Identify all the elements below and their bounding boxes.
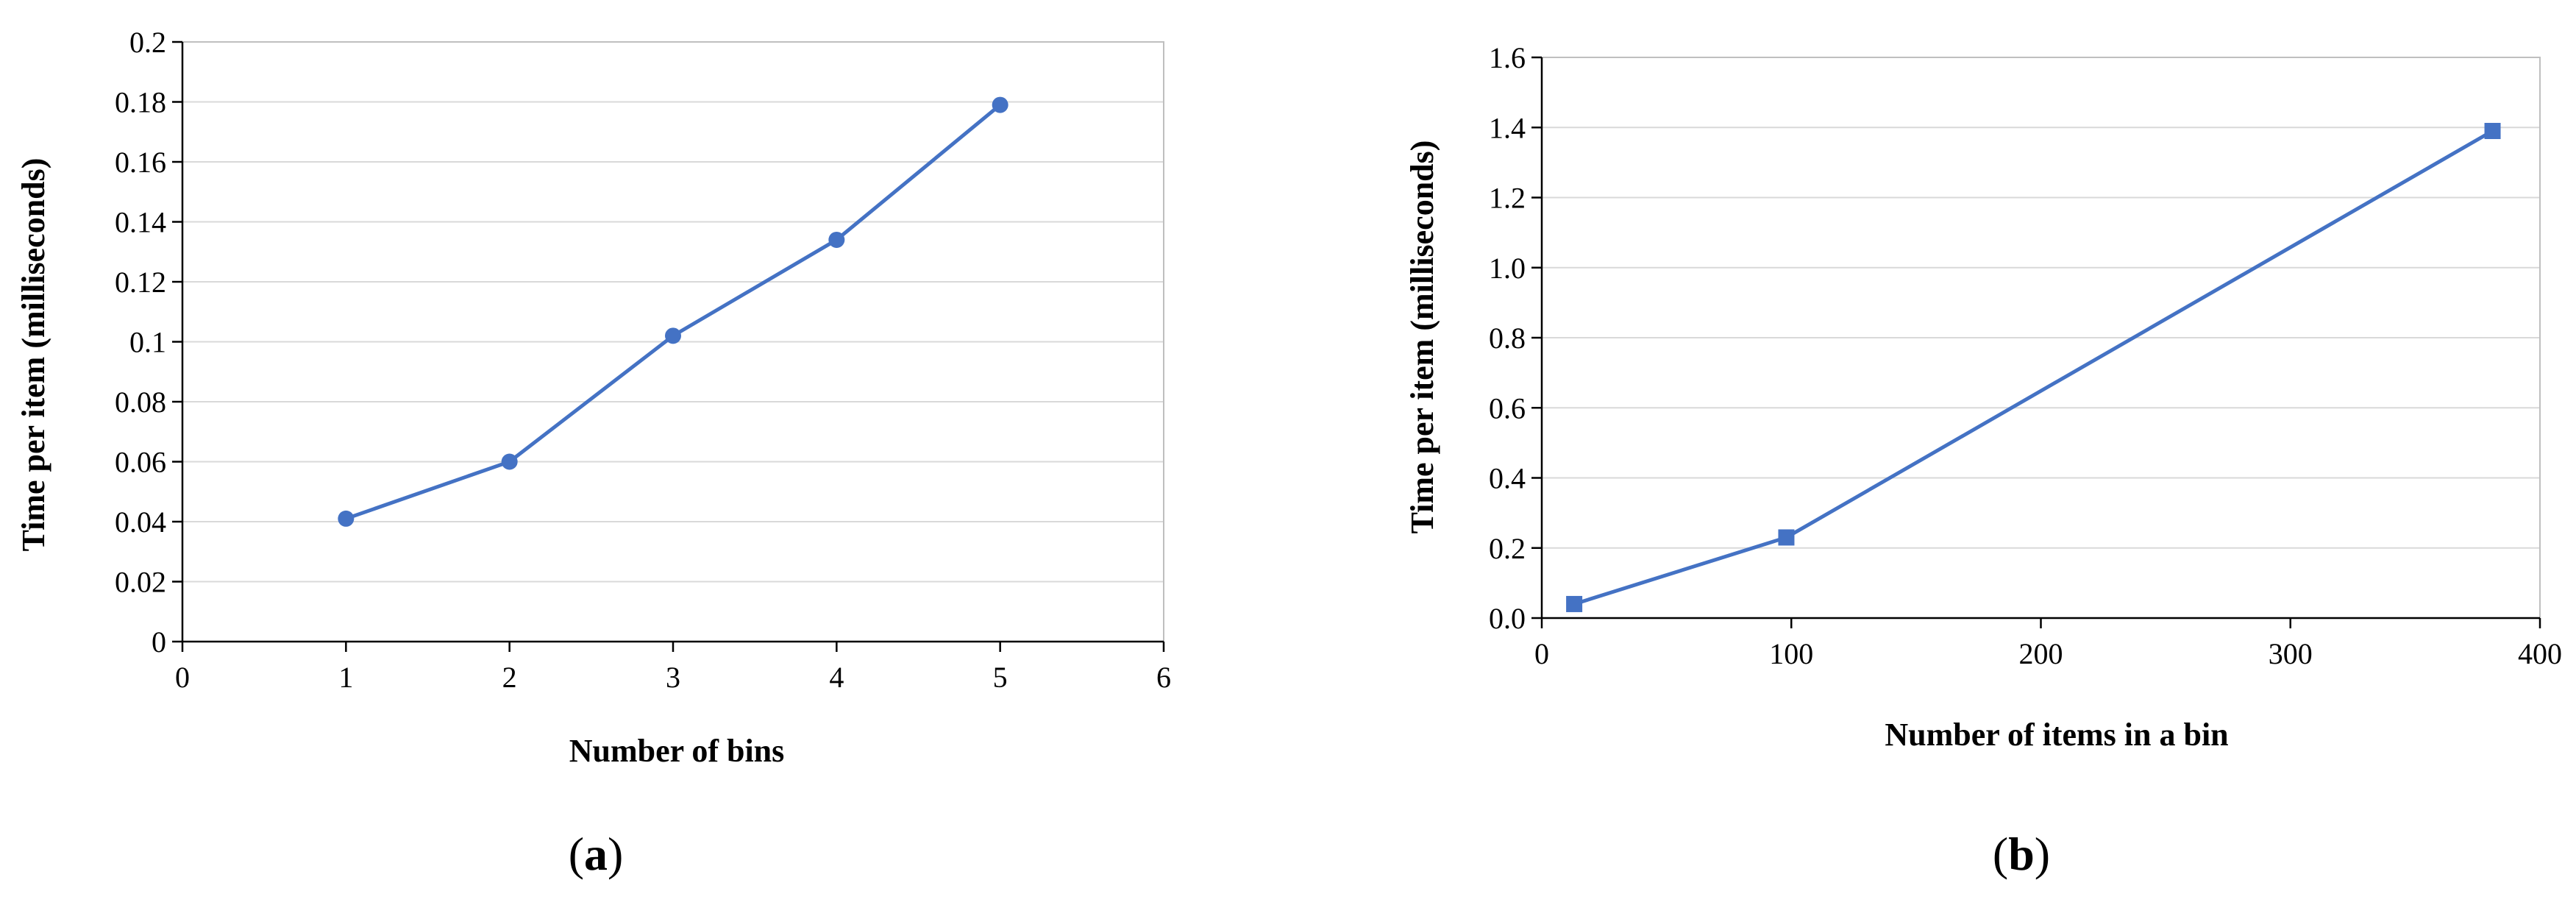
series-line-a-0: [345, 103, 1002, 521]
panel-label-a: (a): [569, 828, 624, 880]
y-tick-label-b-7: 1.4: [1489, 111, 1526, 144]
x-tick-label-b-0: 0: [1534, 637, 1549, 670]
series-line-b-0: [1573, 129, 2494, 606]
x-tick-label-b-2: 200: [2019, 637, 2063, 670]
chart-panel-a: 00.020.040.060.080.10.120.140.160.180.2 …: [15, 26, 1171, 880]
y-tick-label-a-0: 0: [152, 625, 166, 659]
panel-label-b: (b): [1993, 828, 2050, 880]
y-tick-label-a-8: 0.16: [115, 146, 166, 179]
x-tick-label-a-2: 2: [502, 661, 517, 694]
data-point-a-2: [665, 327, 681, 344]
series-a: [338, 96, 1008, 527]
data-point-a-4: [992, 96, 1008, 113]
y-tick-label-b-4: 0.8: [1489, 322, 1526, 355]
y-tick-label-a-1: 0.02: [115, 566, 166, 599]
y-tick-label-b-5: 1.0: [1489, 252, 1526, 285]
data-point-b-2: [2484, 123, 2501, 140]
x-tick-label-a-6: 6: [1156, 661, 1171, 694]
x-tick-label-a-5: 5: [993, 661, 1008, 694]
y-axis-label-b: Time per item (milliseconds): [1404, 141, 1440, 534]
panel-letter-b: b: [2008, 828, 2035, 880]
y-tick-label-a-3: 0.06: [115, 446, 166, 479]
y-axis-label-a: Time per item (milliseconds): [15, 158, 51, 552]
y-tick-labels-b: 0.0 0.2 0.4 0.6 0.8 1.0 1.2 1.4 1.6: [1489, 41, 1526, 635]
x-tick-label-a-3: 3: [666, 661, 680, 694]
x-tick-label-b-4: 400: [2518, 637, 2562, 670]
chart-panel-b: 0.0 0.2 0.4 0.6 0.8 1.0 1.2 1.4 1.6 0 100 200 300 40…: [1404, 41, 2562, 880]
panel-letter-a: a: [584, 828, 608, 880]
axes-b: [1531, 56, 2541, 628]
grid-a: [182, 41, 1164, 583]
y-tick-label-a-6: 0.12: [115, 266, 166, 299]
axes-a: [172, 40, 1165, 652]
y-tick-label-a-7: 0.14: [115, 206, 166, 239]
y-tick-label-a-9: 0.18: [115, 86, 166, 119]
y-tick-label-a-5: 0.1: [129, 326, 166, 359]
y-tick-label-b-6: 1.2: [1489, 182, 1526, 215]
x-tick-labels-a: 0 1 2 3 4 5 6: [175, 661, 1171, 694]
data-point-a-3: [828, 231, 845, 248]
y-tick-label-b-3: 0.6: [1489, 391, 1526, 425]
x-tick-label-a-0: 0: [175, 661, 190, 694]
y-tick-label-b-1: 0.2: [1489, 532, 1526, 565]
y-tick-label-b-8: 1.6: [1489, 41, 1526, 74]
x-axis-label-b: Number of items in a bin: [1885, 717, 2228, 753]
x-axis-label-a: Number of bins: [569, 733, 785, 769]
x-tick-label-a-1: 1: [338, 661, 353, 694]
grid-b: [1542, 57, 2540, 549]
y-tick-label-b-0: 0.0: [1489, 602, 1526, 635]
series-b: [1566, 123, 2501, 612]
data-point-a-0: [338, 510, 355, 527]
x-tick-labels-b: 0 100 200 300 400: [1534, 637, 2562, 670]
x-tick-label-b-1: 100: [1769, 637, 1813, 670]
y-tick-label-a-2: 0.04: [115, 505, 166, 539]
y-tick-label-a-10: 0.2: [129, 26, 166, 59]
y-tick-label-a-4: 0.08: [115, 386, 166, 419]
data-point-a-1: [501, 453, 518, 470]
x-tick-label-a-4: 4: [829, 661, 844, 694]
data-point-b-0: [1566, 595, 1583, 612]
x-tick-label-b-3: 300: [2269, 637, 2313, 670]
y-tick-label-b-2: 0.4: [1489, 462, 1526, 495]
data-point-b-1: [1778, 529, 1795, 546]
y-tick-labels-a: 0 0.02 0.04 0.06 0.08 0.1 0.12 0.14 0.16 0.18 0.2: [115, 26, 166, 659]
